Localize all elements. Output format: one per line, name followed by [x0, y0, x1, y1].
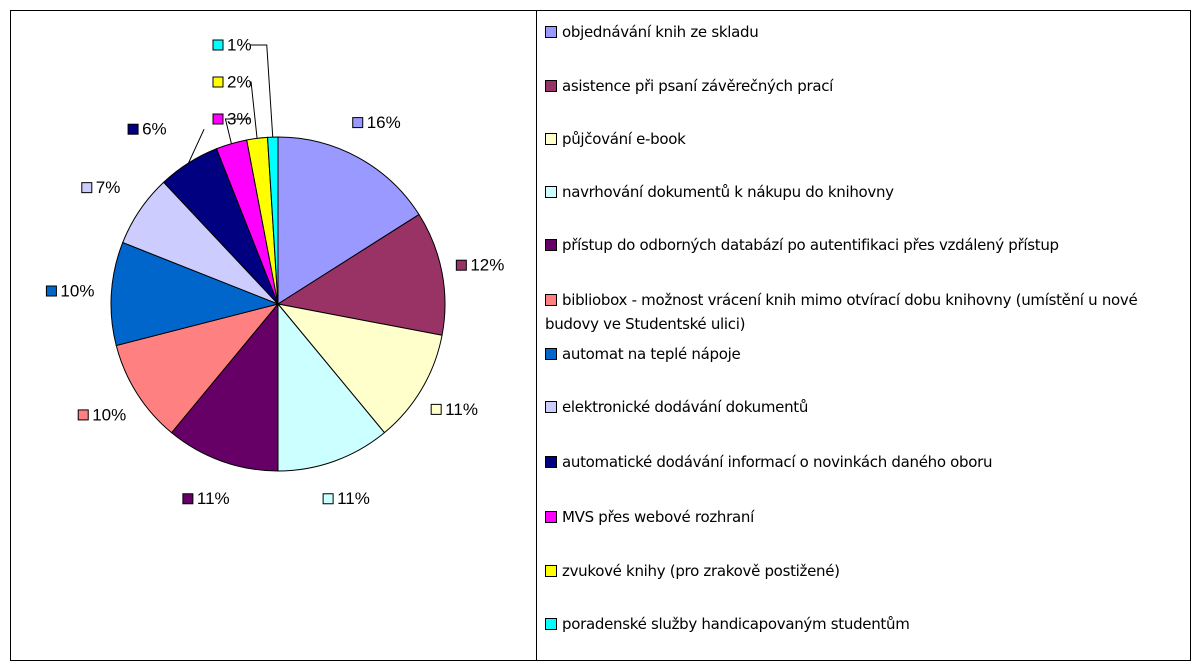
label-swatch [45, 285, 57, 297]
label-swatch [77, 409, 89, 421]
pie-slice [276, 213, 446, 336]
legend-label: asistence při psaní závěrečných prací [562, 77, 834, 95]
label-swatch [455, 259, 467, 271]
pie-slice [170, 302, 279, 472]
legend-item: půjčování e-book [545, 127, 1185, 151]
label-swatch [127, 123, 139, 135]
legend-swatch [545, 401, 557, 413]
data-label: 2% [227, 72, 252, 91]
data-label: 11% [337, 489, 370, 508]
legend-label: automat na teplé nápoje [562, 345, 741, 363]
legend-item: bibliobox - možnost vrácení knih mimo ot… [545, 288, 1185, 336]
legend-item: objednávání knih ze skladu [545, 20, 1185, 44]
legend-swatch [545, 348, 557, 360]
legend-item: poradenské služby handicapovaným student… [545, 612, 1185, 636]
label-swatch [212, 39, 224, 51]
legend-swatch [545, 239, 557, 251]
legend-item: automatické dodávání informací o novinká… [545, 450, 1185, 474]
label-swatch [212, 76, 224, 88]
legend-swatch [545, 511, 557, 523]
label-swatch [212, 113, 224, 125]
legend-label: automatické dodávání informací o novinká… [562, 453, 993, 471]
legend-frame [536, 10, 1191, 661]
pie-slice [277, 302, 386, 472]
leader-line [188, 129, 205, 164]
data-label: 1% [227, 35, 252, 54]
data-label: 10% [92, 405, 126, 424]
legend-label: půjčování e-book [562, 130, 686, 148]
legend-swatch [545, 26, 557, 38]
legend-item: automat na teplé nápoje [545, 342, 1185, 366]
label-swatch [81, 182, 93, 194]
label-swatch [430, 403, 442, 415]
data-label: 16% [367, 113, 401, 132]
legend-swatch [545, 294, 557, 306]
legend-label: elektronické dodávání dokumentů [562, 398, 809, 416]
legend-swatch [545, 456, 557, 468]
pie-slice [277, 136, 420, 305]
legend-label: zvukové knihy (pro zrakově postižené) [562, 562, 840, 580]
legend-label: MVS přes webové rozhraní [562, 508, 754, 526]
label-swatch [322, 493, 334, 505]
legend-swatch [545, 618, 557, 630]
leader-line [224, 118, 250, 144]
legend-item: asistence při psaní závěrečných prací [545, 74, 1185, 98]
legend-swatch [545, 133, 557, 145]
data-label: 7% [96, 178, 121, 197]
data-label: 6% [142, 120, 167, 139]
pie-slice [110, 241, 280, 347]
data-label: 11% [197, 489, 230, 508]
legend-label: navrhování dokumentů k nákupu do knihovn… [562, 183, 894, 201]
legend-item: přístup do odborných databází po autenti… [545, 233, 1185, 257]
legend-label: objednávání knih ze skladu [562, 23, 759, 41]
legend-swatch [545, 80, 557, 92]
legend-item: zvukové knihy (pro zrakově postižené) [545, 559, 1185, 583]
legend-label: poradenské služby handicapovaným student… [562, 615, 910, 633]
legend-item: MVS přes webové rozhraní [545, 505, 1185, 529]
data-label: 3% [227, 109, 252, 128]
data-label: 11% [445, 400, 478, 419]
data-label: 12% [470, 256, 504, 275]
leader-line [250, 81, 258, 139]
label-swatch [352, 117, 364, 129]
leader-line [250, 44, 274, 138]
pie-slice [115, 303, 280, 434]
legend-swatch [545, 186, 557, 198]
label-swatch [182, 493, 194, 505]
legend-item: navrhování dokumentů k nákupu do knihovn… [545, 180, 1185, 204]
legend-label: přístup do odborných databází po autenti… [562, 236, 1059, 254]
legend-label: bibliobox - možnost vrácení knih mimo ot… [545, 291, 1138, 333]
pie-slice [266, 136, 279, 305]
legend-swatch [545, 565, 557, 577]
legend-item: elektronické dodávání dokumentů [545, 395, 1185, 419]
data-label: 10% [60, 281, 94, 300]
pie-slice [276, 303, 443, 434]
